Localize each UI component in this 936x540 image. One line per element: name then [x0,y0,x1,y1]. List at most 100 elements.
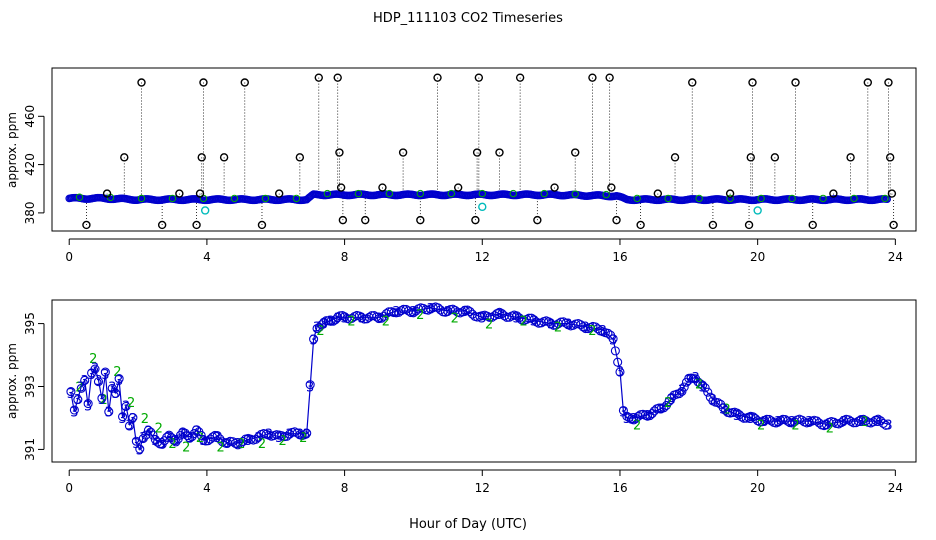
series-3-marker: 3 [115,374,123,389]
baseline-point-green [137,194,146,203]
series-3-marker: 3 [643,409,651,424]
series-3-marker: 3 [139,431,147,446]
outlier-point [274,189,284,198]
outlier-point [725,189,735,198]
baseline-point-green [75,193,84,201]
series-3-point [703,387,713,397]
series-3-marker: 3 [254,431,262,446]
bottom-y-tick-label: 395 [23,312,37,335]
series-3-point [104,407,114,417]
series-3-marker: 3 [685,374,693,389]
series-3-marker: 3 [199,434,207,449]
top-x-axis: 0 4 8 12 16 20 24 [65,238,903,264]
series-3-point [114,374,124,384]
bottom-x-tick-label: 0 [65,481,73,495]
series-3-marker: 3 [375,311,383,326]
outlier-point [746,153,755,162]
series-2-marker: 2 [791,418,799,433]
series-2-marker: 2 [633,418,641,433]
series-3-point [659,403,669,413]
series-3-point [499,311,509,321]
series-2-marker: 2 [168,437,176,452]
series-3-point [80,375,90,385]
series-3-point [718,403,728,413]
series-3-marker: 3 [327,314,335,329]
series-3-marker: 3 [427,302,435,317]
series-3-point [235,439,246,449]
series-3-marker: 3 [667,393,675,408]
series-3-point [401,304,411,314]
series-3-point [647,409,657,419]
series-3-marker: 3 [719,403,727,418]
series-3-marker: 3 [105,406,113,421]
series-2-marker: 2 [113,365,121,380]
series-3-marker: 3 [87,368,95,383]
series-3-marker: 3 [320,318,328,333]
top-marks [65,73,898,230]
series-3-point [192,425,202,435]
series-3-marker: 3 [805,415,813,430]
series-3-point [97,393,107,403]
series-3-marker: 3 [136,443,144,458]
series-3-marker: 3 [678,384,686,399]
baseline-point-green [819,194,827,203]
baseline-point-green [571,190,579,198]
bottom-x-tick-label: 24 [888,481,903,495]
top-x-tick-label: 16 [612,250,627,264]
series-3-point [846,416,856,426]
series-3-marker: 3 [179,428,187,443]
outlier-point [120,153,129,162]
outlier-point [636,220,645,230]
top-y-tick-label: 460 [23,105,37,128]
series-3-marker: 3 [857,415,865,430]
series-3-marker: 3 [444,305,452,320]
baseline-point-green [850,194,858,203]
series-3-point [624,413,634,423]
series-3-marker: 3 [108,381,116,396]
series-2-marker: 2 [860,415,868,430]
series-3-marker: 3 [409,305,417,320]
series-3-point [321,316,331,326]
baseline-point-green [447,189,455,198]
bottom-y-tick-label: 393 [23,375,37,398]
series-3-marker: 3 [122,399,130,414]
series-3-marker: 3 [530,314,538,329]
series-3-point [164,430,174,440]
bottom-x-tick-label: 4 [203,481,211,495]
series-2-marker: 2 [664,396,672,411]
series-3-point [485,312,495,322]
outlier-point [338,215,348,225]
series-3-marker: 3 [74,393,82,408]
series-3-marker: 3 [285,428,293,443]
baseline-point-green [788,194,796,203]
baseline-point-green [261,194,270,203]
series-2-marker: 2 [237,437,245,452]
series-3-point [69,405,79,415]
top-y-label: approx. ppm [5,112,19,188]
series-3-marker: 3 [213,431,221,446]
outlier-point [335,148,344,157]
series-3-point [608,334,618,344]
series-2-marker: 2 [519,314,527,329]
series-3-point [148,430,158,440]
top-y-axis: 380 420 460 [23,105,45,224]
series-3-point [622,411,632,421]
outlier-point [550,183,559,192]
bottom-x-tick-label: 8 [341,481,349,495]
series-3-point [753,416,763,426]
outlier-point [670,153,680,162]
series-3-point [90,364,100,374]
series-3-point [299,430,309,440]
bottom-x-tick-label: 16 [612,481,627,495]
series-3-point [362,314,372,324]
series-3-point [848,418,859,428]
series-3-point [182,431,192,441]
top-x-tick-label: 4 [203,250,211,264]
top-y-tick-label: 380 [23,201,37,224]
baseline-point-green [664,194,672,203]
series-3-point [737,412,747,422]
series-3-marker: 3 [822,418,830,433]
series-3-marker: 3 [192,425,200,440]
series-3-marker: 3 [788,415,796,430]
